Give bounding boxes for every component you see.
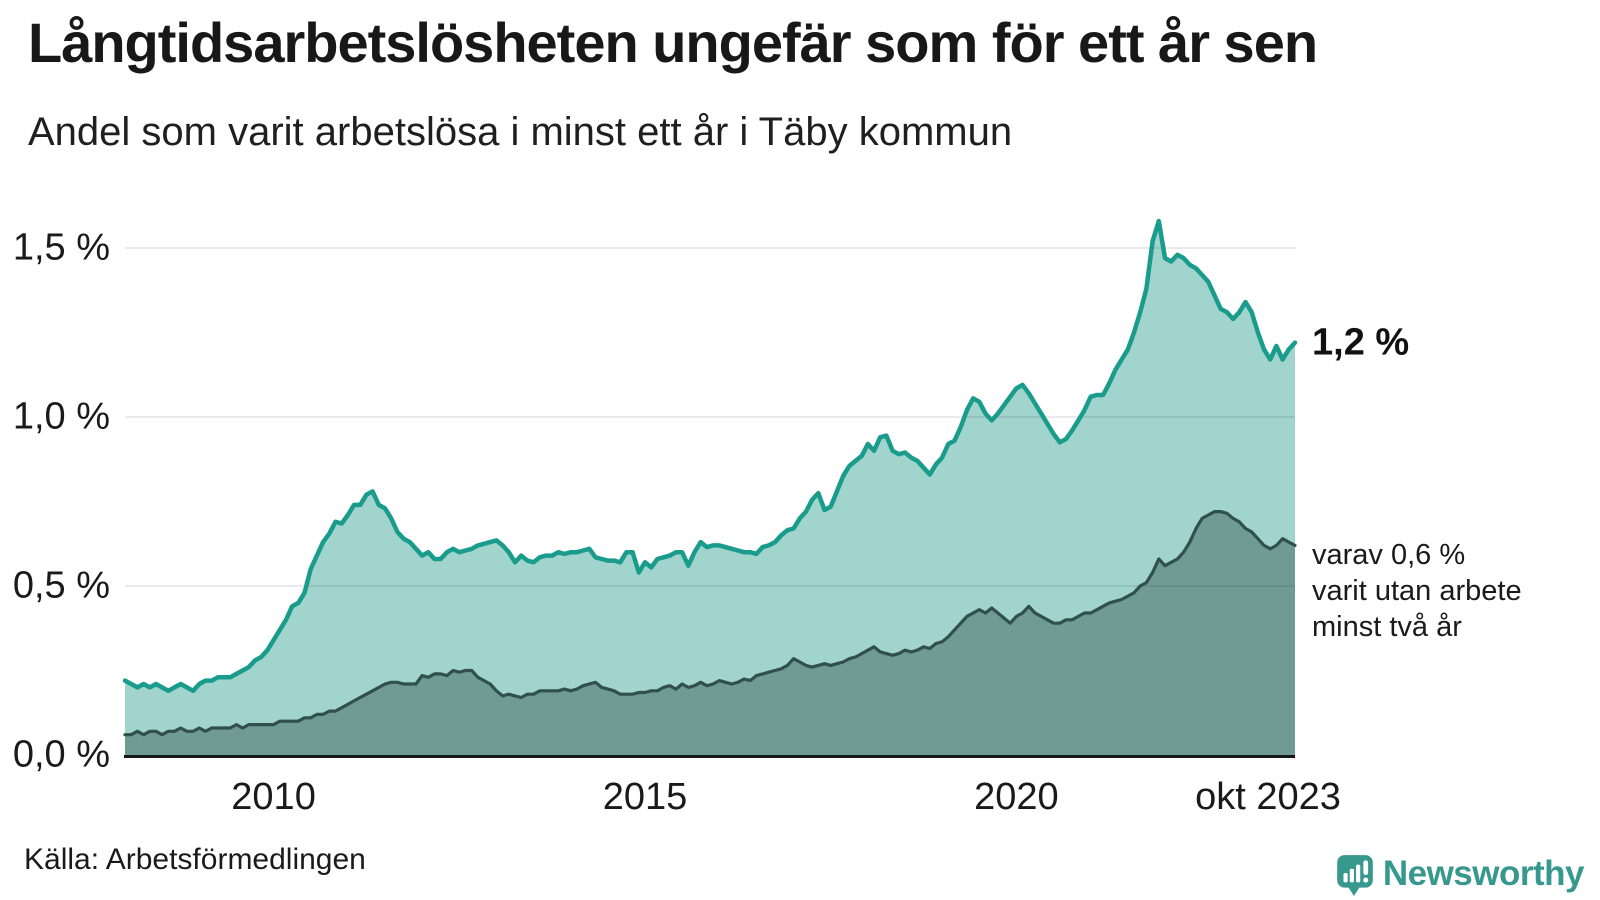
x-axis-label: 2010 xyxy=(231,776,316,818)
page-title: Långtidsarbetslösheten ungefär som för e… xyxy=(28,11,1318,74)
x-axis-label: okt 2023 xyxy=(1195,776,1341,818)
x-axis-label: 2015 xyxy=(602,776,688,818)
series1-end-value-label: 1,2 % xyxy=(1312,321,1410,364)
y-axis-label: 1,0 % xyxy=(12,395,110,438)
series1-line xyxy=(122,218,1298,694)
brand-name: Newsworthy xyxy=(1382,854,1585,893)
y-axis-label: 0,5 % xyxy=(12,564,110,607)
source-note: Källa: Arbetsförmedlingen xyxy=(24,843,366,876)
brand-logo: Newsworthy xyxy=(1337,852,1585,896)
y-axis-label: 0,0 % xyxy=(12,733,110,776)
y-axis-label: 1,5 % xyxy=(12,226,110,269)
x-axis-label: 2020 xyxy=(974,776,1059,818)
series2-annotation: varav 0,6 % varit utan arbete minst två … xyxy=(1312,539,1522,644)
series2-line xyxy=(123,510,1297,737)
newsworthy-icon xyxy=(1337,855,1373,896)
series2-area xyxy=(125,511,1295,755)
chart-subtitle: Andel som varit arbetslösa i minst ett å… xyxy=(28,110,1013,154)
